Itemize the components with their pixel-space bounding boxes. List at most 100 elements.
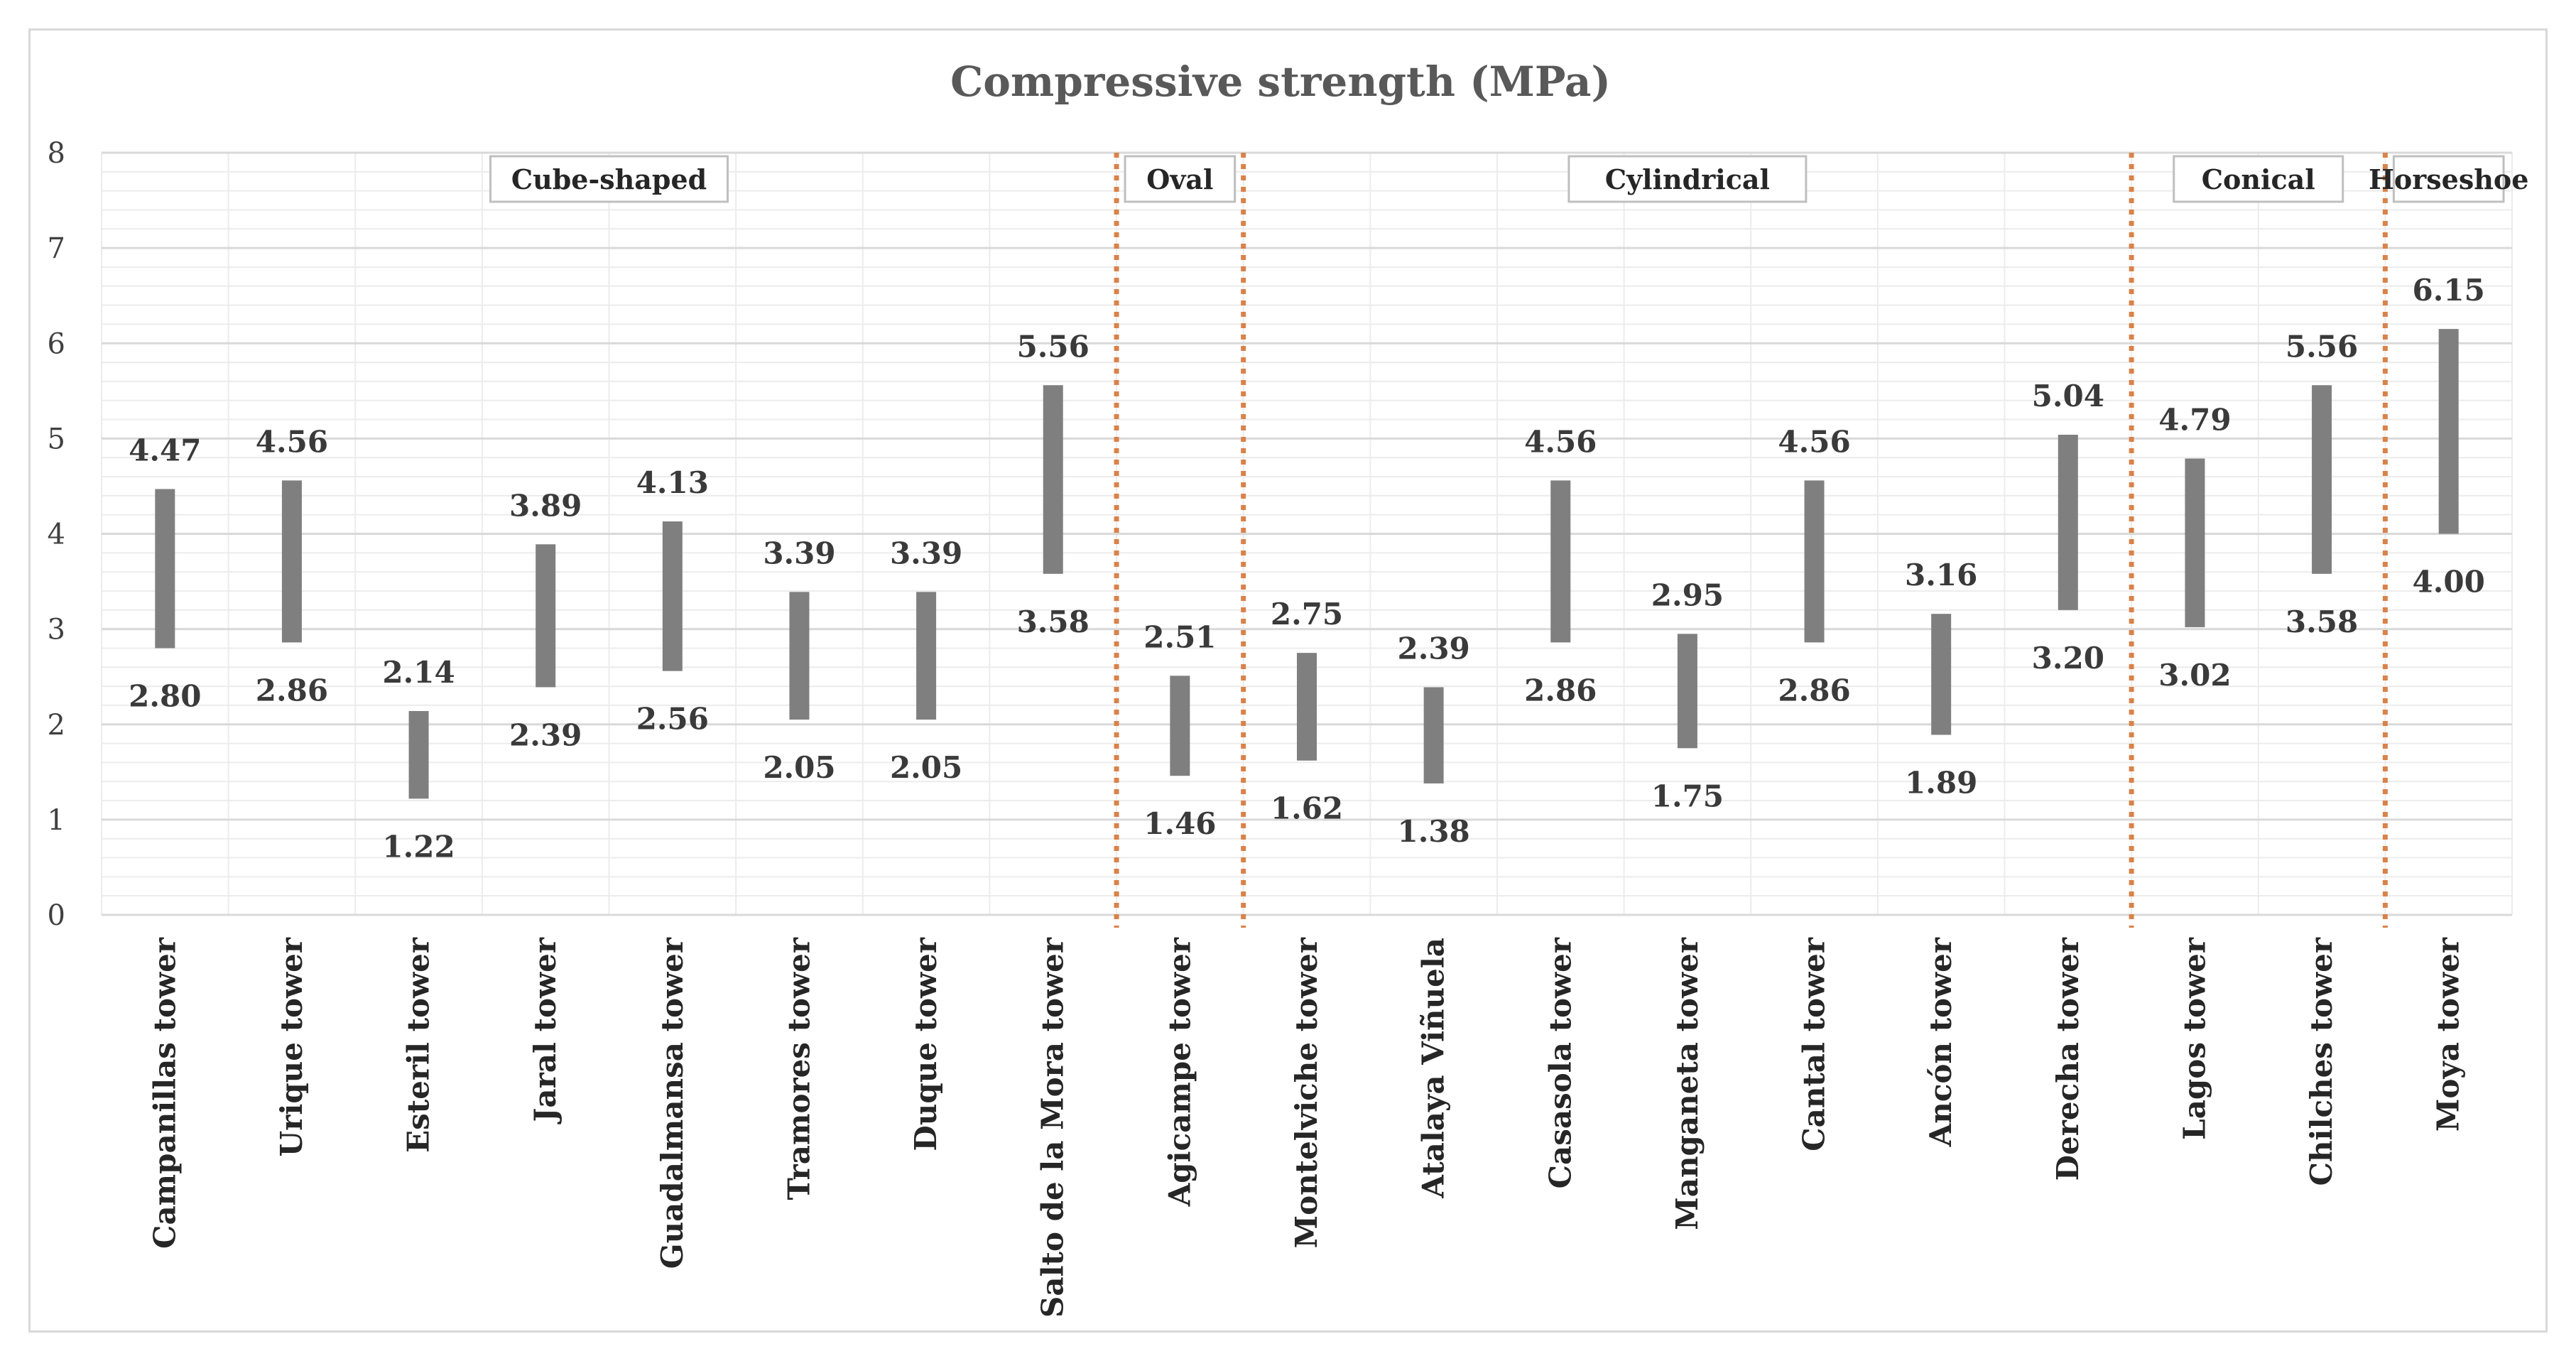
range-bar [916, 592, 937, 720]
min-value-label: 2.86 [256, 673, 328, 707]
x-tick-label: Montelviche tower [1289, 937, 1324, 1248]
range-bar [662, 521, 683, 671]
max-value-label: 4.56 [256, 424, 328, 459]
x-tick-label: Ancón tower [1923, 937, 1958, 1147]
chart-frame [28, 28, 2548, 1333]
group-label-box [2173, 155, 2344, 203]
y-tick-label: 0 [48, 899, 65, 932]
y-tick-label: 3 [48, 614, 65, 646]
range-bar [281, 480, 302, 643]
range-bar [1677, 634, 1697, 749]
max-value-label: 2.75 [1271, 597, 1343, 631]
chart-title: Compressive strength (MPa) [950, 58, 1611, 106]
group-dividers [1114, 153, 2388, 928]
y-tick-label: 4 [48, 519, 65, 551]
group-label-box [2392, 155, 2505, 203]
range-bar [1931, 614, 1952, 735]
x-tick-label: Atalaya Viñuela [1416, 938, 1451, 1199]
min-value-label: 2.86 [1778, 673, 1850, 707]
x-tick-label: Jaral tower [528, 937, 563, 1124]
x-tick-label: Salto de la Mora tower [1036, 937, 1070, 1318]
x-tick-label: Urique tower [274, 937, 309, 1156]
range-bar [155, 489, 175, 649]
range-bar [789, 592, 810, 720]
group-label: Conical [2202, 163, 2315, 195]
y-tick-label: 1 [48, 804, 65, 837]
x-tick-label: Chilches tower [2304, 937, 2339, 1186]
y-tick-label: 2 [48, 709, 65, 742]
min-value-label: 1.75 [1651, 779, 1724, 813]
y-tick-label: 8 [48, 137, 65, 170]
min-value-label: 2.05 [763, 750, 835, 785]
range-bar [2185, 458, 2205, 627]
range-bar [2438, 329, 2459, 534]
y-tick-label: 7 [48, 232, 65, 265]
max-value-label: 2.95 [1651, 578, 1724, 612]
range-bar [536, 544, 556, 688]
min-value-label: 1.62 [1271, 791, 1343, 826]
x-tick-label: Cantal tower [1797, 937, 1832, 1151]
group-label: Cube-shaped [511, 163, 707, 195]
max-value-label: 5.56 [1017, 329, 1089, 364]
min-value-label: 1.46 [1143, 806, 1216, 841]
x-tick-label: Moya tower [2431, 937, 2466, 1132]
min-value-label: 3.58 [2286, 604, 2358, 639]
group-label: Horseshoe [2369, 163, 2528, 195]
group-label: Cylindrical [1605, 163, 1770, 195]
group-label: Oval [1146, 163, 1213, 195]
max-value-label: 4.13 [636, 465, 709, 500]
axis-labels: 0 1 2 3 4 5 6 7 8 Campanillas tower Urique tower Es… [48, 137, 2466, 1318]
x-tick-label: Derecha tower [2050, 937, 2085, 1181]
range-bar [1550, 480, 1571, 643]
max-value-label: 5.04 [2032, 379, 2104, 413]
range-bar [2058, 435, 2078, 610]
x-tick-label: Agicampe tower [1162, 937, 1197, 1207]
max-value-label: 3.39 [890, 536, 962, 570]
group-label-box [1567, 155, 1808, 203]
group-label-box [489, 155, 729, 203]
max-value-label: 3.16 [1905, 558, 1977, 592]
max-value-label: 5.56 [2286, 329, 2358, 364]
max-value-label: 4.47 [129, 433, 201, 467]
range-bar [408, 710, 429, 799]
min-value-label: 2.39 [509, 717, 582, 752]
range-bar [1297, 653, 1317, 761]
range-bar [1423, 687, 1444, 783]
range-bar [1043, 385, 1063, 574]
max-value-label: 2.51 [1143, 619, 1216, 654]
y-tick-label: 5 [48, 423, 65, 455]
min-value-label: 1.89 [1905, 766, 1977, 801]
range-bar [2312, 385, 2332, 574]
group-label-box [1124, 155, 1237, 203]
x-tick-label: Tramores tower [781, 937, 816, 1200]
min-value-label: 1.38 [1397, 814, 1469, 849]
min-value-label: 2.56 [636, 702, 709, 737]
range-bar [1804, 480, 1825, 643]
min-value-label: 3.20 [2032, 641, 2104, 676]
x-tick-label: Lagos tower [2177, 937, 2212, 1140]
max-value-label: 3.89 [509, 488, 582, 523]
min-value-label: 2.86 [1524, 673, 1597, 707]
y-tick-label: 6 [48, 327, 65, 360]
group-labels: Cube-shaped Oval Cylindrical Conical Horsesh… [489, 155, 2528, 203]
max-value-label: 4.79 [2158, 403, 2231, 438]
min-value-label: 1.22 [382, 829, 455, 864]
min-value-label: 3.02 [2158, 658, 2231, 693]
x-tick-label: Casasola tower [1543, 937, 1577, 1188]
min-value-label: 3.58 [1017, 604, 1089, 639]
max-value-label: 3.39 [763, 536, 835, 570]
x-tick-label: Manganeta tower [1670, 937, 1705, 1230]
range-bar [1170, 676, 1190, 776]
min-value-label: 4.00 [2413, 565, 2485, 600]
value-labels: 4.47 2.80 4.56 2.86 2.14 1.22 3.89 2.39 4.13 2.56… [129, 273, 2485, 864]
min-value-label: 2.05 [890, 750, 962, 785]
range-bars [155, 329, 2459, 799]
max-value-label: 4.56 [1778, 424, 1850, 459]
x-tick-label: Campanillas tower [147, 937, 182, 1249]
max-value-label: 2.14 [382, 655, 455, 690]
max-value-label: 6.15 [2413, 273, 2485, 308]
x-tick-label: Duque tower [908, 937, 943, 1151]
x-tick-label: Guadalmansa tower [655, 937, 690, 1269]
min-value-label: 2.80 [129, 678, 201, 713]
